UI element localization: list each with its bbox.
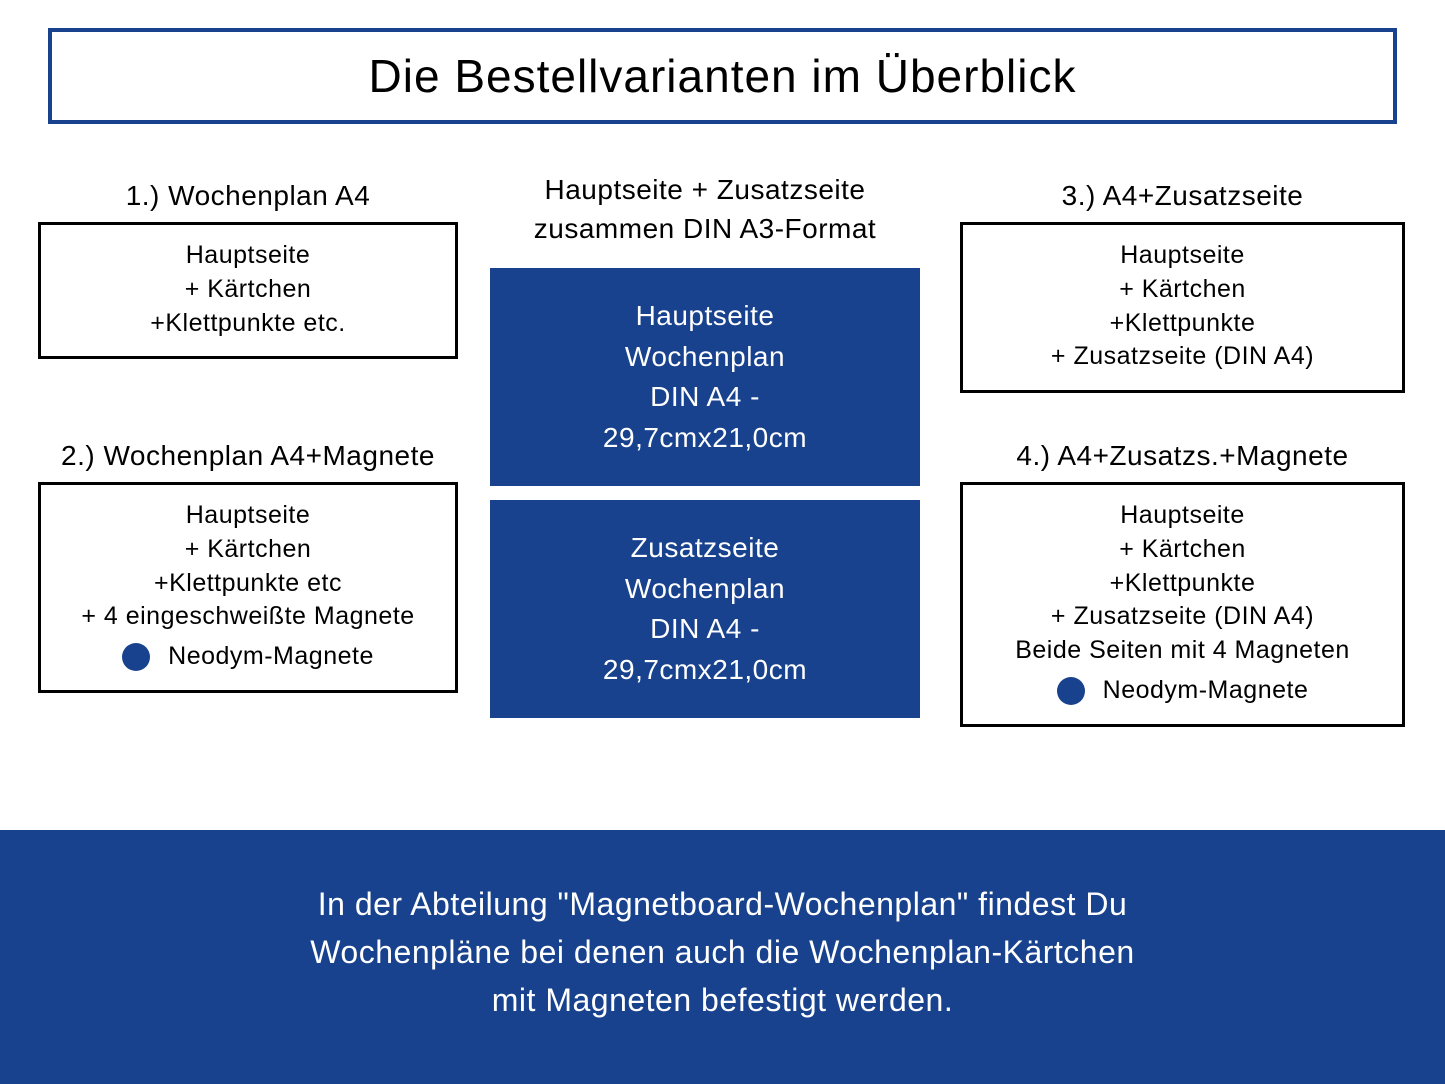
option-2-line: + Kärtchen: [53, 533, 443, 567]
option-4: 4.) A4+Zusatzs.+Magnete Hauptseite + Kär…: [960, 440, 1405, 727]
option-4-magnet-row: Neodym-Magnete: [975, 674, 1390, 708]
page-line: Zusatzseite: [500, 528, 910, 569]
option-2-magnet-row: Neodym-Magnete: [53, 640, 443, 674]
option-1-line: + Kärtchen: [53, 273, 443, 307]
magnet-dot-icon: [1057, 677, 1085, 705]
option-4-title: 4.) A4+Zusatzs.+Magnete: [960, 440, 1405, 472]
option-1-line: Hauptseite: [53, 239, 443, 273]
footer-line: mit Magneten befestigt werden.: [40, 976, 1405, 1024]
page-title: Die Bestellvarianten im Überblick: [369, 49, 1077, 103]
option-3-line: Hauptseite: [975, 239, 1390, 273]
middle-caption: Hauptseite + Zusatzseite zusammen DIN A3…: [490, 170, 920, 248]
footer-line: Wochenpläne bei denen auch die Wochenpla…: [40, 928, 1405, 976]
option-2-box: Hauptseite + Kärtchen +Klettpunkte etc +…: [38, 482, 458, 693]
option-3-line: +Klettpunkte: [975, 307, 1390, 341]
option-2-line: Hauptseite: [53, 499, 443, 533]
footer-line: In der Abteilung "Magnetboard-Wochenplan…: [40, 880, 1405, 928]
page-line: 29,7cmx21,0cm: [500, 418, 910, 459]
page-line: Wochenplan: [500, 569, 910, 610]
middle-caption-line: Hauptseite + Zusatzseite: [490, 170, 920, 209]
option-1-title: 1.) Wochenplan A4: [38, 180, 458, 212]
option-3-line: + Kärtchen: [975, 273, 1390, 307]
option-1-box: Hauptseite + Kärtchen +Klettpunkte etc.: [38, 222, 458, 359]
page-line: DIN A4 -: [500, 377, 910, 418]
option-4-line: + Zusatzseite (DIN A4): [975, 600, 1390, 634]
page-line: 29,7cmx21,0cm: [500, 650, 910, 691]
option-4-magnet-label: Neodym-Magnete: [1103, 674, 1309, 708]
page-line: Wochenplan: [500, 337, 910, 378]
option-3-title: 3.) A4+Zusatzseite: [960, 180, 1405, 212]
option-2-magnet-label: Neodym-Magnete: [168, 640, 374, 674]
middle-caption-line: zusammen DIN A3-Format: [490, 209, 920, 248]
page-hauptseite-box: Hauptseite Wochenplan DIN A4 - 29,7cmx21…: [490, 268, 920, 486]
option-4-line: + Kärtchen: [975, 533, 1390, 567]
option-3-line: + Zusatzseite (DIN A4): [975, 340, 1390, 374]
option-2-line: +Klettpunkte etc: [53, 567, 443, 601]
option-4-box: Hauptseite + Kärtchen +Klettpunkte + Zus…: [960, 482, 1405, 727]
option-4-line: Hauptseite: [975, 499, 1390, 533]
option-1: 1.) Wochenplan A4 Hauptseite + Kärtchen …: [38, 180, 458, 359]
option-1-line: +Klettpunkte etc.: [53, 307, 443, 341]
option-3: 3.) A4+Zusatzseite Hauptseite + Kärtchen…: [960, 180, 1405, 393]
option-2: 2.) Wochenplan A4+Magnete Hauptseite + K…: [38, 440, 458, 693]
option-3-box: Hauptseite + Kärtchen +Klettpunkte + Zus…: [960, 222, 1405, 393]
option-2-line: + 4 eingeschweißte Magnete: [53, 600, 443, 634]
page-line: Hauptseite: [500, 296, 910, 337]
title-box: Die Bestellvarianten im Überblick: [48, 28, 1397, 124]
option-2-title: 2.) Wochenplan A4+Magnete: [38, 440, 458, 472]
page-hauptseite: Hauptseite Wochenplan DIN A4 - 29,7cmx21…: [490, 268, 920, 486]
option-4-line: Beide Seiten mit 4 Magneten: [975, 634, 1390, 668]
page-zusatzseite: Zusatzseite Wochenplan DIN A4 - 29,7cmx2…: [490, 500, 920, 718]
footer-banner: In der Abteilung "Magnetboard-Wochenplan…: [0, 830, 1445, 1084]
option-4-line: +Klettpunkte: [975, 567, 1390, 601]
page-zusatzseite-box: Zusatzseite Wochenplan DIN A4 - 29,7cmx2…: [490, 500, 920, 718]
magnet-dot-icon: [122, 643, 150, 671]
page-line: DIN A4 -: [500, 609, 910, 650]
